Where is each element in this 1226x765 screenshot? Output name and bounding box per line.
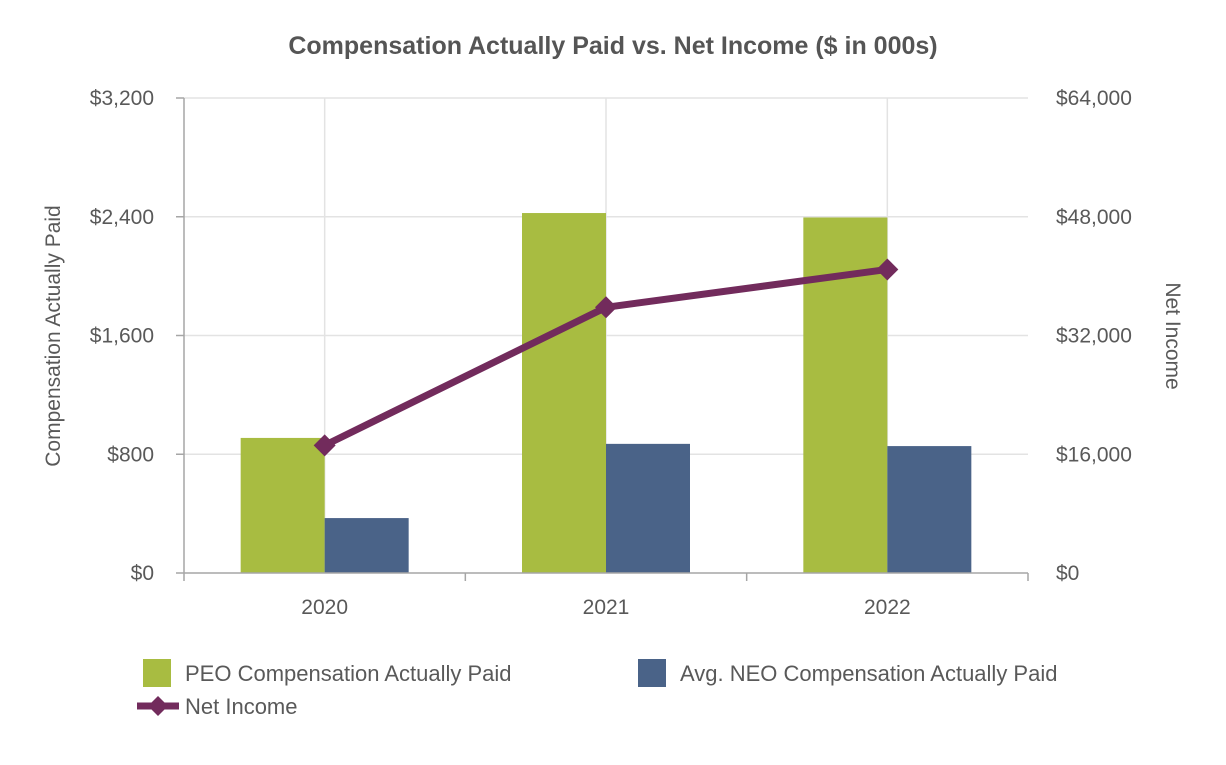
net-income-point-2020: [313, 434, 336, 457]
bar-neo-2020: [324, 518, 409, 573]
y2-tick-label: $64,000: [1056, 87, 1132, 110]
legend-neo-swatch: [638, 659, 666, 687]
y2-tick-label: $16,000: [1056, 443, 1132, 466]
bar-peo-2021: [522, 213, 606, 573]
bar-peo-2020: [240, 437, 325, 573]
chart-title: Compensation Actually Paid vs. Net Incom…: [288, 32, 937, 60]
legend-net-income-label: Net Income: [185, 694, 298, 719]
line-layer: [313, 258, 899, 457]
y2-axis-label: Net Income: [1161, 282, 1184, 389]
bar-neo-2021: [606, 443, 690, 573]
legend-peo-label: PEO Compensation Actually Paid: [185, 661, 512, 686]
y2-tick-label: $32,000: [1056, 325, 1132, 348]
bar-neo-2022: [887, 446, 972, 573]
y-axis-label: Compensation Actually Paid: [42, 205, 65, 467]
net-income-point-2021: [595, 296, 617, 319]
axis-layer: [183, 98, 1028, 574]
y2-tick-label: $0: [1056, 562, 1079, 585]
net-income-point-2022: [876, 258, 899, 281]
legend-net-income-swatch-marker: [148, 696, 168, 716]
legend: PEO Compensation Actually Paid Avg. NEO C…: [137, 659, 1057, 719]
bar-layer: [240, 213, 972, 573]
y-tick-label: $1,600: [90, 325, 154, 348]
tick-layer: $0 $800 $1,600 $2,400 $3,200 $0 $16,000 $32,000…: [90, 87, 1132, 619]
y2-tick-label: $48,000: [1056, 206, 1132, 229]
legend-peo-swatch: [143, 659, 171, 687]
legend-neo-label: Avg. NEO Compensation Actually Paid: [680, 661, 1057, 686]
y-tick-label: $3,200: [90, 87, 154, 110]
x-tick-label: 2022: [864, 596, 911, 619]
x-tick-label: 2021: [583, 596, 630, 619]
x-tick-label: 2020: [301, 596, 348, 619]
y-tick-label: $0: [131, 562, 154, 585]
y-tick-label: $2,400: [90, 206, 154, 229]
y-tick-label: $800: [107, 443, 154, 466]
